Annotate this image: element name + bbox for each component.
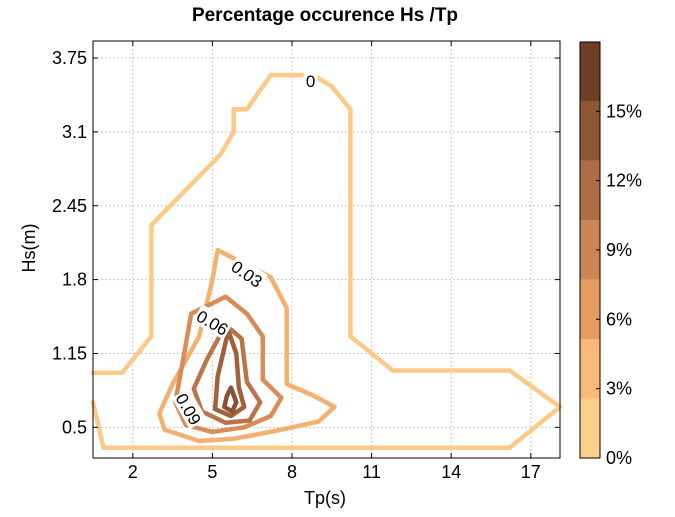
contour-label-background bbox=[192, 304, 234, 340]
contour-line-0_09 bbox=[191, 322, 263, 426]
y-tick-label: 1.15 bbox=[52, 343, 87, 363]
y-tick-label: 2.45 bbox=[52, 196, 87, 216]
contour-label: 0 bbox=[306, 72, 315, 91]
colorbar-tick-label: 3% bbox=[606, 379, 632, 399]
colorbar-band bbox=[580, 339, 600, 399]
colorbar-tick-label: 0% bbox=[606, 448, 632, 468]
contour-label-background bbox=[303, 69, 318, 90]
colorbar-tick-label: 12% bbox=[606, 171, 642, 191]
y-tick-label: 0.5 bbox=[62, 417, 87, 437]
colorbar: 0% 3% 6% 9% 12% 15% bbox=[579, 41, 642, 468]
colorbar-tick-label: 9% bbox=[606, 240, 632, 260]
colorbar-band bbox=[580, 42, 600, 102]
y-axis-label: Hs(m) bbox=[19, 224, 39, 273]
contour-line-inner-4 bbox=[212, 328, 247, 419]
contour-line-0_03 bbox=[157, 247, 337, 444]
colorbar-band bbox=[580, 279, 600, 340]
contour-lines bbox=[90, 72, 563, 451]
axis-ticks: 2 5 8 11 14 17 0.5 1.15 1.8 2.45 3.1 3.75 bbox=[52, 41, 560, 482]
x-tick-label: 11 bbox=[362, 462, 381, 482]
contour-line-0 bbox=[90, 72, 563, 451]
x-tick-label: 5 bbox=[207, 462, 217, 482]
contour-label-background bbox=[226, 254, 268, 292]
plot-frame bbox=[92, 40, 561, 459]
colorbar-band bbox=[580, 220, 600, 280]
colorbar-band bbox=[580, 398, 600, 458]
x-tick-label: 14 bbox=[441, 462, 461, 482]
y-tick-label: 1.8 bbox=[62, 270, 87, 290]
y-tick-label: 3.1 bbox=[62, 122, 87, 142]
x-axis-label: Tp(s) bbox=[304, 488, 346, 508]
colorbar-band bbox=[580, 160, 600, 221]
y-tick-label: 3.75 bbox=[52, 48, 87, 68]
chart-title: Percentage occurence Hs /Tp bbox=[192, 5, 458, 26]
colorbar-tick-label: 15% bbox=[606, 101, 642, 121]
x-tick-label: 8 bbox=[287, 462, 297, 482]
contour-label-background bbox=[171, 388, 208, 430]
colorbar-tick-label: 6% bbox=[606, 309, 632, 329]
x-tick-label: 2 bbox=[128, 462, 138, 482]
grid bbox=[93, 41, 560, 458]
x-tick-label: 17 bbox=[521, 462, 541, 482]
colorbar-band bbox=[580, 101, 600, 161]
contour-line-inner-5 bbox=[222, 385, 239, 414]
